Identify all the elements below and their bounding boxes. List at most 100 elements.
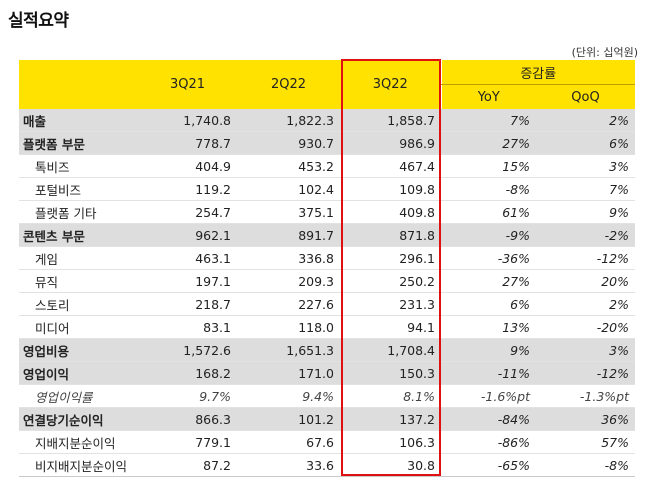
cell-2q22: 930.7 <box>237 131 340 155</box>
cell-3q22: 109.8 <box>340 177 441 201</box>
cell-2q22: 336.8 <box>237 246 340 270</box>
cell-2q22: 101.2 <box>237 407 340 431</box>
cell-3q22: 467.4 <box>340 154 441 178</box>
header-period-2q22: 2Q22 <box>237 60 340 109</box>
cell-3q21: 87.2 <box>138 453 237 477</box>
header-label-column <box>19 60 138 109</box>
cell-2q22: 209.3 <box>237 269 340 293</box>
cell-qoq: 6% <box>536 131 636 155</box>
row-label: 연결당기순이익 <box>19 407 138 431</box>
cell-yoy: -86% <box>441 430 536 454</box>
row-label: 톡비즈 <box>19 154 138 178</box>
table-row: 매출 1,740.8 1,822.3 1,858.7 7% 2% <box>19 109 636 132</box>
cell-qoq: -2% <box>536 223 636 247</box>
cell-qoq: 9% <box>536 200 636 224</box>
cell-qoq: -20% <box>536 315 636 339</box>
table-row: 미디어 83.1 118.0 94.1 13% -20% <box>19 315 636 339</box>
cell-yoy: 13% <box>441 315 536 339</box>
cell-3q21: 1,572.6 <box>138 338 237 362</box>
cell-3q22: 30.8 <box>340 453 441 477</box>
unit-note: (단위: 십억원) <box>571 46 638 59</box>
table-row: 플랫폼 기타 254.7 375.1 409.8 61% 9% <box>19 200 636 224</box>
header-yoy: YoY <box>440 84 536 109</box>
row-label: 영업비용 <box>19 338 138 362</box>
cell-3q22: 1,708.4 <box>340 338 441 362</box>
cell-3q21: 168.2 <box>138 361 237 385</box>
cell-yoy: 27% <box>441 269 536 293</box>
row-label: 게임 <box>19 246 138 270</box>
cell-yoy: 15% <box>441 154 536 178</box>
row-label: 매출 <box>19 109 138 132</box>
cell-3q22: 150.3 <box>340 361 441 385</box>
cell-qoq: 57% <box>536 430 636 454</box>
table-row: 뮤직 197.1 209.3 250.2 27% 20% <box>19 269 636 293</box>
cell-3q22: 296.1 <box>340 246 441 270</box>
performance-summary-table: 3Q21 2Q22 3Q22 증감률 YoY QoQ 매출 1,740.8 1,… <box>19 60 636 477</box>
header-change-group: 증감률 <box>440 60 636 85</box>
row-label: 영업이익 <box>19 361 138 385</box>
cell-3q22: 231.3 <box>340 292 441 316</box>
cell-3q21: 779.1 <box>138 430 237 454</box>
page-title: 실적요약 <box>8 11 69 31</box>
cell-qoq: -12% <box>536 361 636 385</box>
cell-yoy: -84% <box>441 407 536 431</box>
table-row: 콘텐츠 부문 962.1 891.7 871.8 -9% -2% <box>19 223 636 247</box>
cell-3q21: 83.1 <box>138 315 237 339</box>
row-label: 뮤직 <box>19 269 138 293</box>
cell-2q22: 453.2 <box>237 154 340 178</box>
cell-2q22: 227.6 <box>237 292 340 316</box>
cell-yoy: -65% <box>441 453 536 477</box>
cell-2q22: 1,651.3 <box>237 338 340 362</box>
table-row: 지배지분순이익 779.1 67.6 106.3 -86% 57% <box>19 430 636 454</box>
cell-yoy: 9% <box>441 338 536 362</box>
cell-qoq: 7% <box>536 177 636 201</box>
cell-2q22: 118.0 <box>237 315 340 339</box>
cell-3q21: 9.7% <box>138 384 237 408</box>
table-row: 영업이익률 9.7% 9.4% 8.1% -1.6%pt -1.3%pt <box>19 384 636 408</box>
cell-yoy: 61% <box>441 200 536 224</box>
cell-qoq: 20% <box>536 269 636 293</box>
cell-3q22: 106.3 <box>340 430 441 454</box>
row-label: 플랫폼 기타 <box>19 200 138 224</box>
cell-3q22: 250.2 <box>340 269 441 293</box>
cell-3q21: 962.1 <box>138 223 237 247</box>
cell-qoq: 2% <box>536 109 636 132</box>
cell-2q22: 375.1 <box>237 200 340 224</box>
cell-3q22: 8.1% <box>340 384 441 408</box>
cell-3q21: 866.3 <box>138 407 237 431</box>
cell-2q22: 891.7 <box>237 223 340 247</box>
row-label: 미디어 <box>19 315 138 339</box>
row-label: 스토리 <box>19 292 138 316</box>
row-label: 콘텐츠 부문 <box>19 223 138 247</box>
row-label: 지배지분순이익 <box>19 430 138 454</box>
cell-3q21: 778.7 <box>138 131 237 155</box>
table-row: 포털비즈 119.2 102.4 109.8 -8% 7% <box>19 177 636 201</box>
row-label: 플랫폼 부문 <box>19 131 138 155</box>
header-period-3q22: 3Q22 <box>340 60 441 109</box>
cell-3q21: 218.7 <box>138 292 237 316</box>
table-row: 영업비용 1,572.6 1,651.3 1,708.4 9% 3% <box>19 338 636 362</box>
row-label: 포털비즈 <box>19 177 138 201</box>
cell-yoy: 27% <box>441 131 536 155</box>
table-row: 톡비즈 404.9 453.2 467.4 15% 3% <box>19 154 636 178</box>
cell-yoy: -36% <box>441 246 536 270</box>
cell-3q21: 1,740.8 <box>138 109 237 132</box>
cell-3q22: 871.8 <box>340 223 441 247</box>
cell-yoy: 7% <box>441 109 536 132</box>
cell-qoq: 2% <box>536 292 636 316</box>
cell-qoq: -1.3%pt <box>536 384 636 408</box>
cell-3q21: 254.7 <box>138 200 237 224</box>
cell-yoy: -1.6%pt <box>441 384 536 408</box>
row-label: 비지배지분순이익 <box>19 453 138 477</box>
header-period-3q21: 3Q21 <box>138 60 237 109</box>
cell-2q22: 67.6 <box>237 430 340 454</box>
cell-qoq: 36% <box>536 407 636 431</box>
table-row: 비지배지분순이익 87.2 33.6 30.8 -65% -8% <box>19 453 636 477</box>
cell-3q21: 197.1 <box>138 269 237 293</box>
table-row: 영업이익 168.2 171.0 150.3 -11% -12% <box>19 361 636 385</box>
cell-yoy: -11% <box>441 361 536 385</box>
cell-2q22: 102.4 <box>237 177 340 201</box>
cell-yoy: 6% <box>441 292 536 316</box>
table-row: 연결당기순이익 866.3 101.2 137.2 -84% 36% <box>19 407 636 431</box>
table-row: 게임 463.1 336.8 296.1 -36% -12% <box>19 246 636 270</box>
